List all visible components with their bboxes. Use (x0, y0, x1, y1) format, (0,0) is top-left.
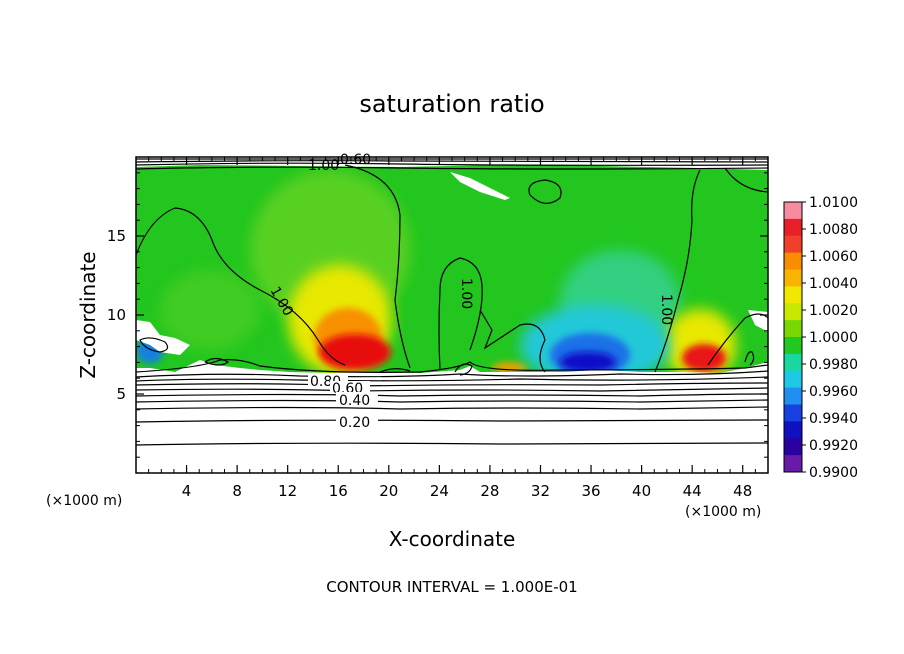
colorbar-label-6: 0.9980 (809, 357, 858, 373)
x-tick-label-4: 20 (379, 482, 398, 500)
contour-lines (136, 158, 768, 446)
contour-wiggle-2 (454, 363, 473, 376)
colorbar-swatch-6 (784, 303, 802, 321)
colorbar-swatch-3 (784, 252, 802, 270)
colorbar-swatch-1 (784, 218, 802, 237)
contour-label-8: 0.20 (339, 415, 370, 431)
x-tick-label-11: 48 (733, 482, 752, 500)
y-axis-ticks: 5 10 15 (107, 172, 768, 458)
field-region-red-2 (682, 344, 726, 372)
contour-base-4 (136, 382, 768, 387)
x-tick-label-8: 36 (581, 482, 600, 500)
x-tick-label-5: 24 (430, 482, 449, 500)
contour-base-2 (136, 370, 768, 378)
colorbar-swatch-13 (784, 421, 802, 439)
contour-top-2 (136, 160, 768, 163)
colorbar-label-5: 1.0000 (809, 330, 858, 346)
colorbar-swatch-9 (784, 353, 802, 372)
contour-interval-note: CONTOUR INTERVAL = 1.000E-01 (326, 578, 577, 596)
contour-label-3: 1.00 (458, 278, 474, 309)
contour-base-7 (136, 399, 768, 403)
contour-wiggle-1 (204, 357, 230, 366)
field-region-orange-3 (492, 362, 528, 374)
colorbar-label-8: 0.9940 (809, 411, 858, 427)
x-tick-label-2: 12 (278, 482, 297, 500)
contour-low-2 (136, 442, 768, 446)
x-tick-label-3: 16 (329, 482, 348, 500)
x-tick-label-1: 8 (232, 482, 242, 500)
colorbar-swatch-7 (784, 320, 802, 338)
x-tick-label-10: 44 (683, 482, 702, 500)
colorbar-swatch-14 (784, 438, 802, 456)
colorbar-swatch-15 (784, 455, 802, 473)
contour-100-e (654, 169, 701, 373)
colorbar-swatch-8 (784, 337, 802, 355)
contour-label-7: 0.40 (339, 393, 370, 409)
colorbar-swatch-12 (784, 404, 802, 422)
colorbar-label-7: 0.9960 (809, 384, 858, 400)
y-axis-unit: (×1000 m) (46, 493, 122, 509)
field-region-darkblue-1 (560, 352, 616, 372)
colorbar-label-4: 1.0020 (809, 303, 858, 319)
colorbar-label-3: 1.0040 (809, 276, 858, 292)
contour-label-1: 1.00 (308, 158, 339, 174)
contour-100-d (479, 309, 546, 373)
contour-label-group: 0.60 1.00 1.00 1.00 1.00 0.80 0.60 0.40 … (267, 152, 674, 431)
colorbar-label-0: 1.0100 (809, 195, 858, 211)
contour-top-4 (136, 166, 768, 170)
contour-base-5 (136, 387, 768, 392)
contour-wiggle-3 (379, 368, 411, 373)
x-tick-label-7: 32 (531, 482, 550, 500)
x-tick-label-6: 28 (480, 482, 499, 500)
contour-100-j (139, 337, 169, 353)
chart-title: saturation ratio (359, 90, 544, 118)
y-tick-label-2: 15 (107, 227, 126, 245)
contour-100-b (344, 164, 411, 369)
y-axis-label: Z-coordinate (76, 251, 100, 378)
colorbar-swatch-10 (784, 370, 802, 389)
contour-label-bg-8 (336, 413, 378, 428)
x-tick-label-0: 4 (182, 482, 192, 500)
contour-100-c (438, 257, 483, 371)
contour-label-0: 0.60 (340, 152, 371, 168)
contour-100-i (744, 351, 755, 366)
contour-base-8 (136, 406, 768, 410)
field-region-light-2 (160, 270, 260, 350)
contour-label-bg-7 (336, 392, 378, 406)
y-tick-label-1: 10 (107, 306, 126, 324)
colorbar-label-2: 1.0060 (809, 249, 858, 265)
contour-top-3 (136, 162, 768, 166)
contour-low-1 (136, 419, 768, 423)
contour-100-f (724, 167, 768, 193)
colorbar-label-9: 0.9920 (809, 438, 858, 454)
colorbar-swatch-11 (784, 387, 802, 405)
field-dry-lower (136, 360, 768, 473)
colorbar-label-10: 0.9900 (809, 465, 858, 481)
contour-base-6 (136, 393, 768, 397)
contour-label-4: 1.00 (658, 294, 674, 325)
contour-base-3 (136, 376, 768, 382)
contour-100-a (136, 207, 346, 366)
x-axis-ticks: 4 8 12 16 20 24 28 32 36 40 44 48 (148, 157, 756, 500)
field-dry-streak (450, 172, 510, 200)
colorbar-swatch-2 (784, 235, 802, 254)
colorbar-swatch-4 (784, 269, 802, 287)
x-axis-unit: (×1000 m) (685, 504, 761, 520)
colorbar-swatch-0 (784, 202, 802, 220)
x-tick-label-9: 40 (632, 482, 651, 500)
colorbar-swatch-5 (784, 286, 802, 304)
contour-100-g (528, 179, 562, 204)
colorbar-label-1: 1.0080 (809, 222, 858, 238)
contour-base-1 (136, 359, 768, 373)
field-region-red-1 (319, 334, 391, 370)
contour-label-bg-6 (330, 381, 370, 394)
y-tick-label-0: 5 (116, 385, 126, 403)
x-axis-label: X-coordinate (389, 527, 516, 551)
colorbar: 1.0100 1.0080 1.0060 1.0040 1.0020 1.0000 0.99… (783, 195, 858, 481)
field-dry-patch-left (136, 320, 190, 355)
